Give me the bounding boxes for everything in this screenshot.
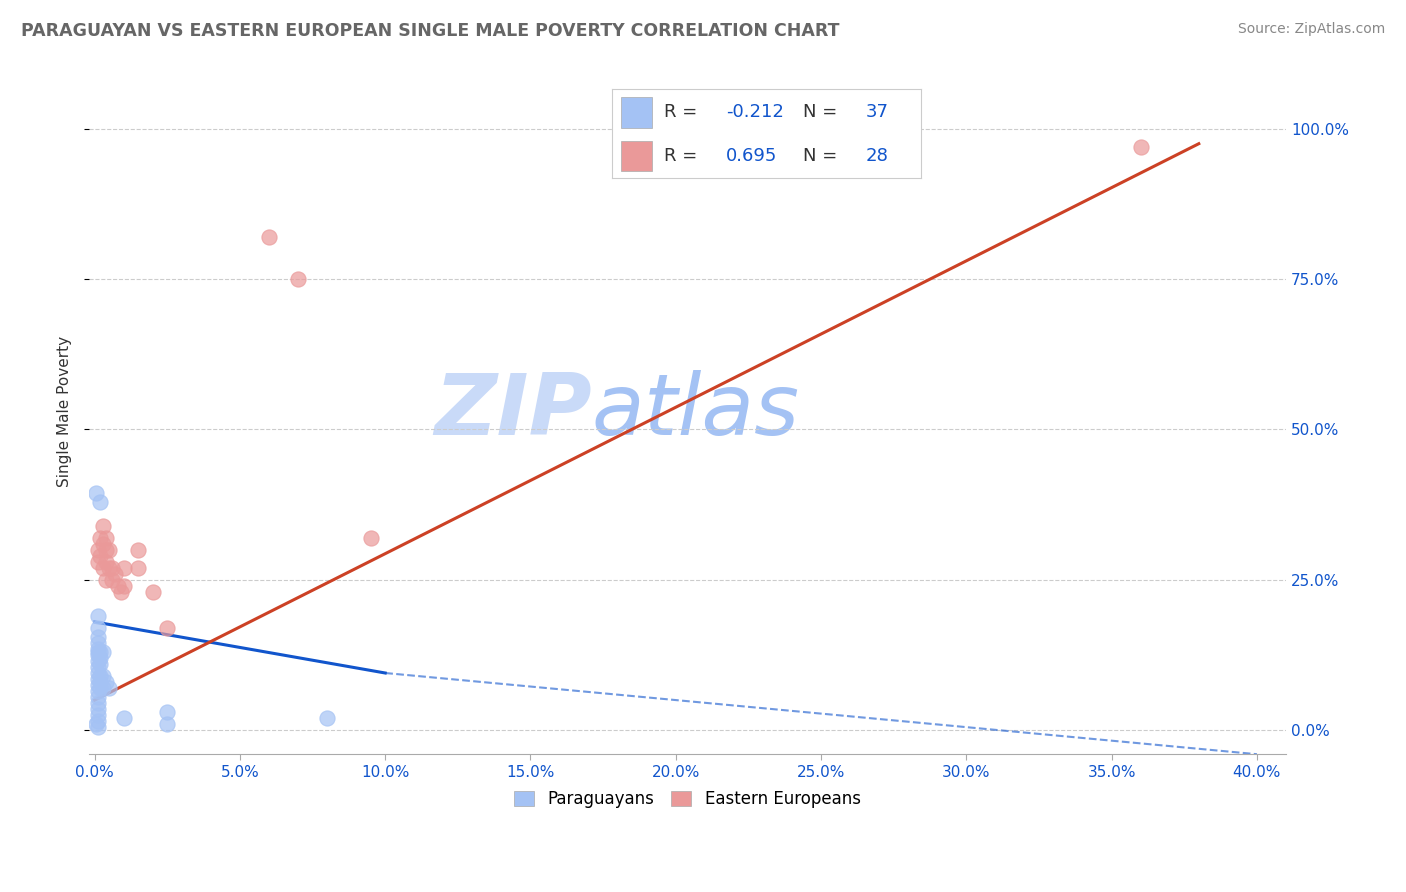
Text: Source: ZipAtlas.com: Source: ZipAtlas.com [1237, 22, 1385, 37]
Point [86, 654, 108, 668]
FancyBboxPatch shape [621, 97, 652, 128]
Point [156, 705, 179, 719]
Point [98, 542, 121, 557]
Text: 37: 37 [865, 103, 889, 121]
Point [110, 584, 132, 599]
Text: ZIP: ZIP [434, 370, 592, 453]
Point [86, 696, 108, 710]
Point [86, 645, 108, 659]
Point [89, 494, 111, 508]
Point [89, 651, 111, 665]
Point [96, 531, 118, 545]
Point [93, 645, 115, 659]
Point [107, 579, 129, 593]
Point [360, 531, 382, 545]
Point [93, 537, 115, 551]
Point [86, 720, 108, 734]
FancyBboxPatch shape [621, 141, 652, 171]
Point [93, 518, 115, 533]
Point [86, 608, 108, 623]
Point [287, 272, 309, 286]
Point [112, 579, 135, 593]
Text: N =: N = [803, 147, 838, 165]
Point [86, 678, 108, 692]
Point [86, 714, 108, 728]
Point [257, 230, 280, 244]
Point [142, 584, 165, 599]
Text: -0.212: -0.212 [725, 103, 785, 121]
Point [96, 555, 118, 569]
Point [86, 702, 108, 716]
Point [86, 648, 108, 662]
Point [96, 675, 118, 690]
Point [1129, 139, 1152, 153]
Point [86, 665, 108, 680]
Point [86, 684, 108, 698]
Point [93, 560, 115, 574]
Text: 28: 28 [865, 147, 889, 165]
Point [86, 690, 108, 704]
Point [86, 672, 108, 686]
Point [156, 717, 179, 731]
Point [156, 621, 179, 635]
Point [112, 711, 135, 725]
Point [89, 645, 111, 659]
Point [98, 560, 121, 574]
Point [89, 657, 111, 671]
Point [86, 642, 108, 657]
Point [96, 542, 118, 557]
Point [112, 560, 135, 574]
Y-axis label: Single Male Poverty: Single Male Poverty [58, 335, 72, 487]
Point [84, 717, 107, 731]
Point [89, 669, 111, 683]
Text: 0.695: 0.695 [725, 147, 778, 165]
Point [104, 566, 127, 581]
Point [86, 542, 108, 557]
Point [98, 681, 121, 695]
Point [86, 555, 108, 569]
Point [89, 681, 111, 695]
Point [84, 485, 107, 500]
Point [86, 621, 108, 635]
Point [89, 675, 111, 690]
Point [96, 573, 118, 587]
Point [101, 573, 124, 587]
Text: PARAGUAYAN VS EASTERN EUROPEAN SINGLE MALE POVERTY CORRELATION CHART: PARAGUAYAN VS EASTERN EUROPEAN SINGLE MA… [21, 22, 839, 40]
Point [86, 630, 108, 644]
Point [316, 711, 339, 725]
Point [86, 708, 108, 723]
Point [86, 636, 108, 650]
Point [89, 531, 111, 545]
Text: R =: R = [664, 147, 697, 165]
Point [86, 660, 108, 674]
Text: R =: R = [664, 103, 697, 121]
Point [93, 669, 115, 683]
Text: atlas: atlas [592, 370, 800, 453]
Text: N =: N = [803, 103, 838, 121]
Point [89, 549, 111, 563]
Point [93, 681, 115, 695]
Point [127, 542, 149, 557]
Point [127, 560, 149, 574]
Point [101, 560, 124, 574]
Legend: Paraguayans, Eastern Europeans: Paraguayans, Eastern Europeans [508, 783, 868, 814]
